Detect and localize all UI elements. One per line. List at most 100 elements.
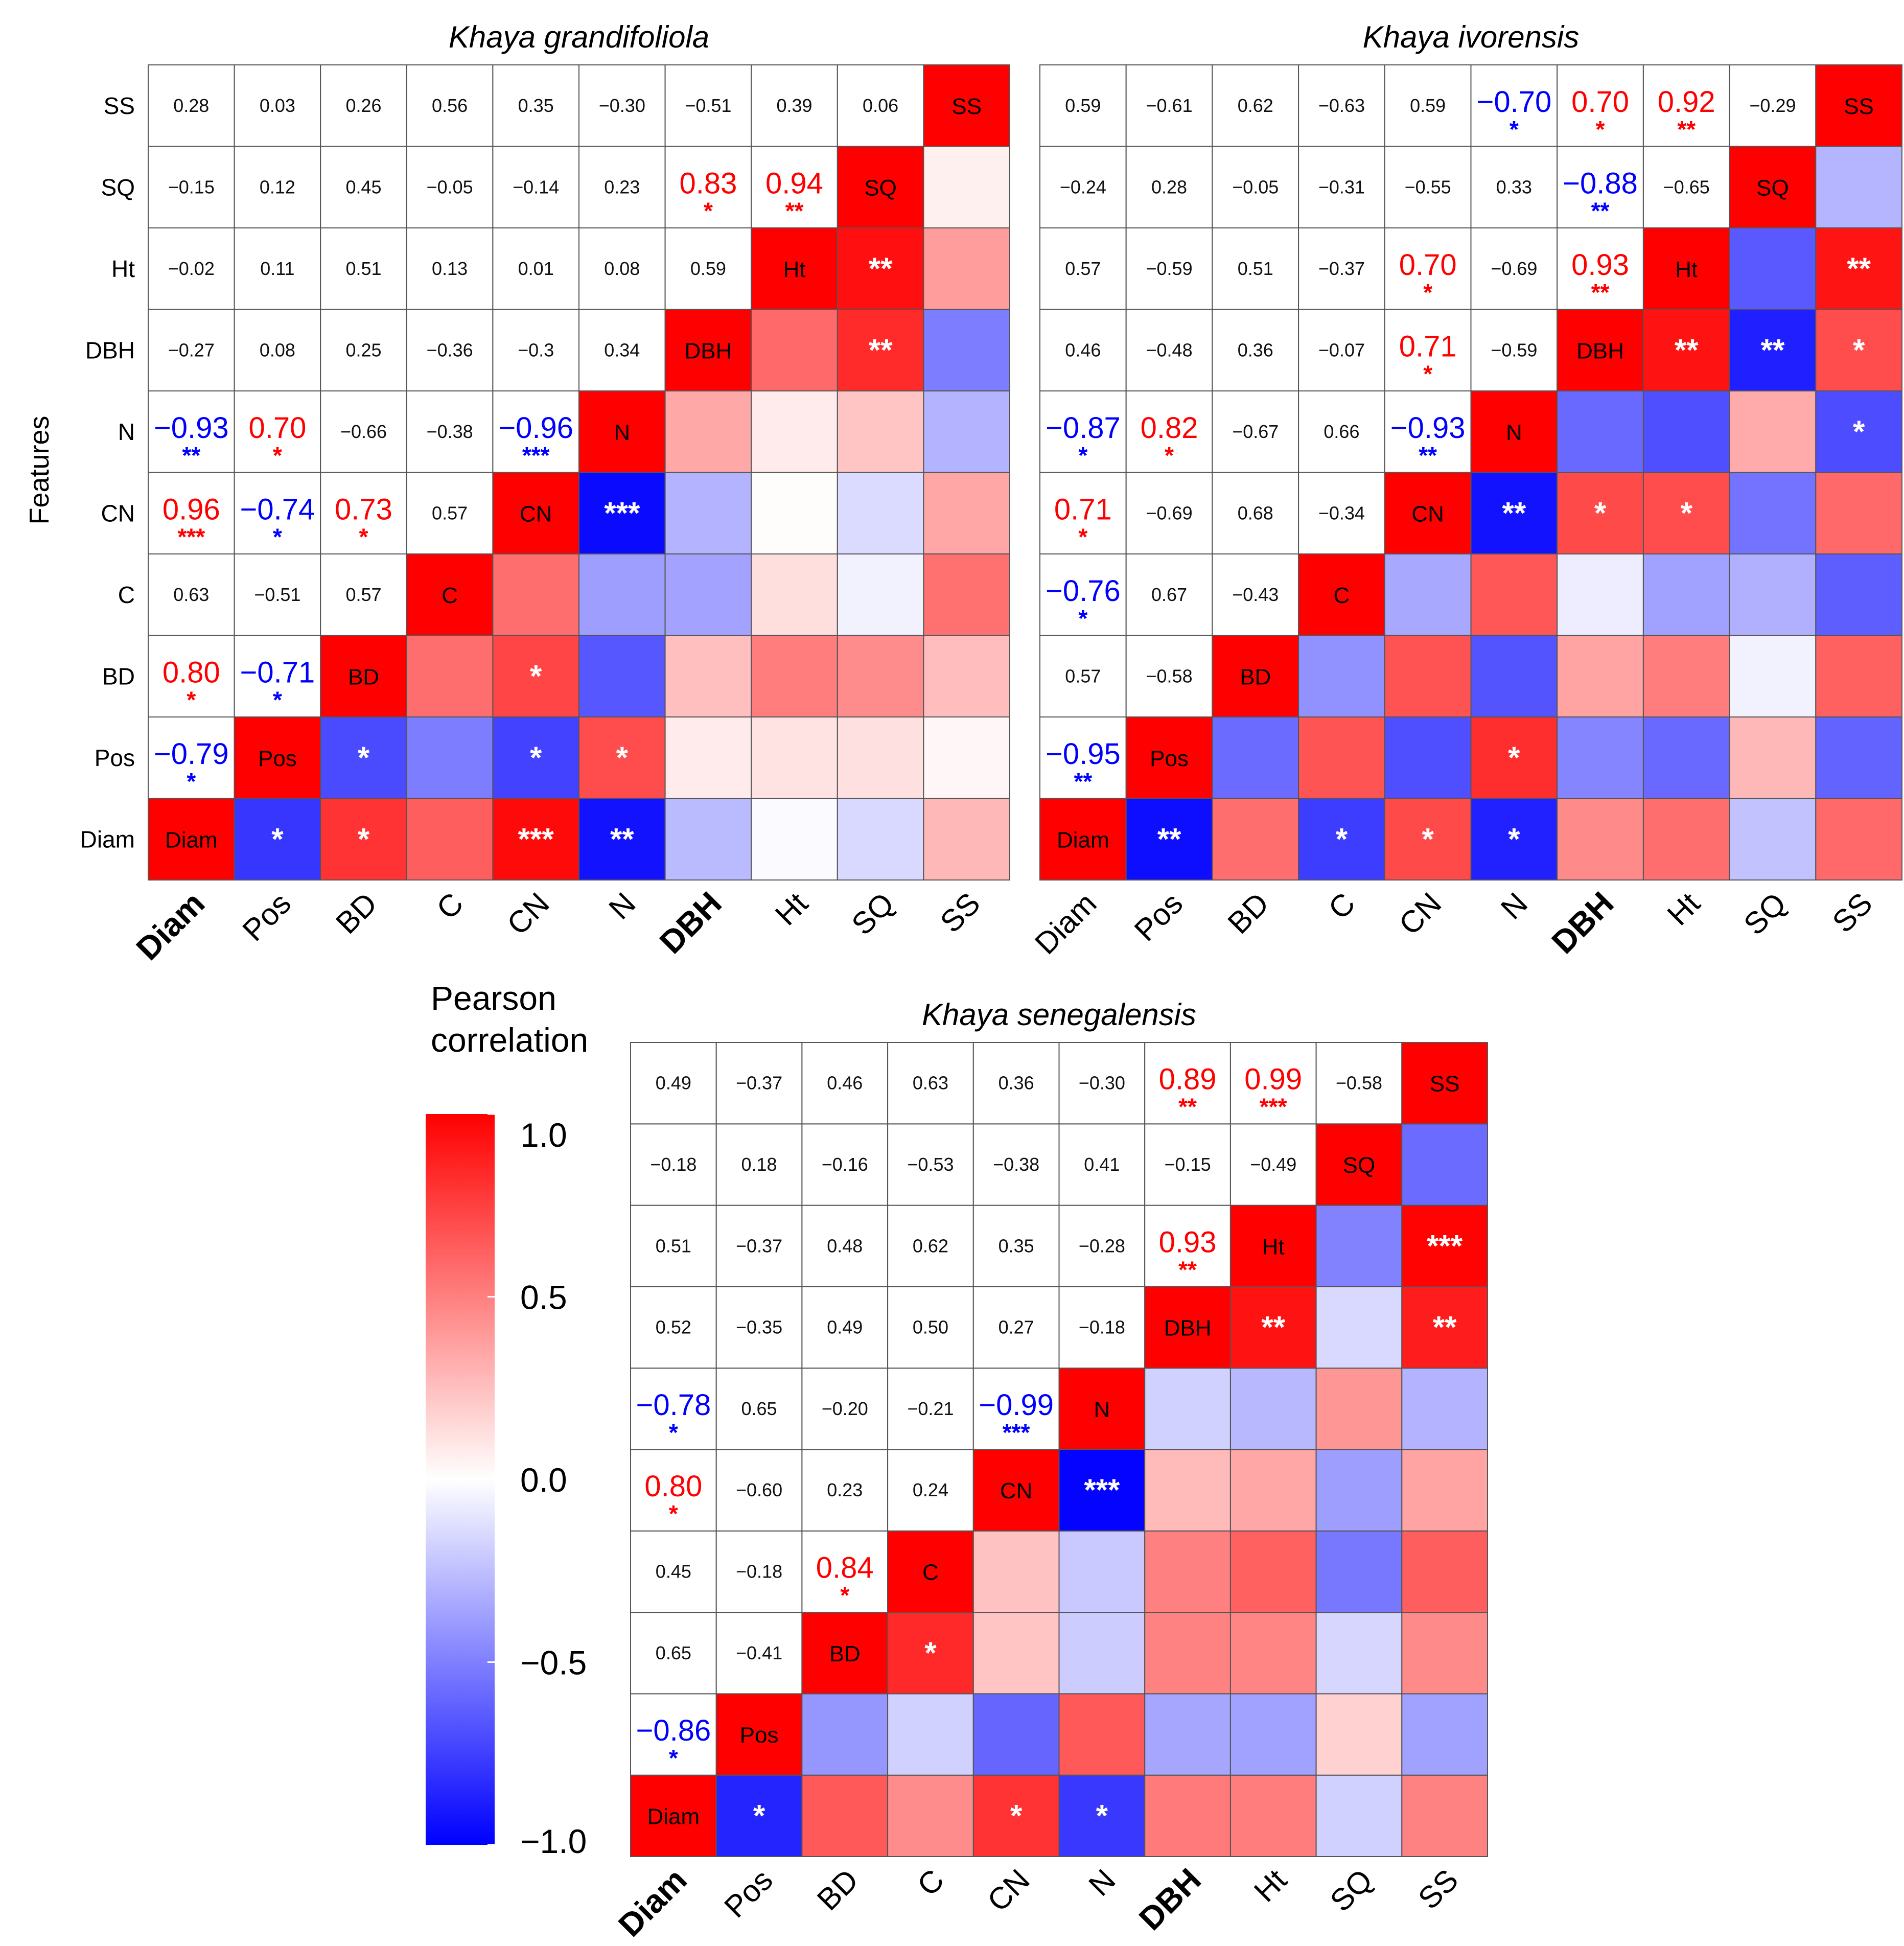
- correlation-value: 0.70: [1399, 248, 1457, 282]
- correlation-value: −0.15: [1165, 1154, 1211, 1175]
- significance-stars: *: [753, 1798, 765, 1833]
- correlation-value: 0.57: [345, 584, 381, 605]
- heatmap-cell: [1315, 1774, 1403, 1857]
- heatmap-cell: [234, 798, 321, 881]
- correlation-value: −0.67: [1232, 421, 1279, 442]
- diagonal-label: Diam: [647, 1804, 700, 1829]
- heatmap-cell: [1058, 1449, 1146, 1532]
- row-label: SQ: [101, 174, 135, 200]
- significance-stars: ***: [1427, 1229, 1463, 1263]
- diagonal-label: Diam: [1057, 827, 1109, 852]
- correlation-value: −0.38: [993, 1154, 1039, 1175]
- correlation-value: −0.71: [240, 656, 315, 689]
- heatmap-cell: [1212, 309, 1299, 391]
- significance-stars: *: [704, 197, 713, 224]
- heatmap-cell: [1298, 309, 1385, 391]
- heatmap-cell: [837, 635, 924, 717]
- significance-stars: ***: [518, 822, 554, 856]
- significance-stars: **: [869, 251, 893, 286]
- colorbar-tick-label: −0.5: [520, 1644, 587, 1682]
- heatmap-cell: [492, 64, 580, 147]
- correlation-value: 0.01: [518, 258, 554, 279]
- heatmap-cell: [1125, 309, 1213, 391]
- heatmap-cell: [715, 1530, 803, 1613]
- heatmap-cell: [751, 472, 838, 554]
- diagonal-label: N: [614, 420, 630, 445]
- significance-stars: **: [1419, 442, 1437, 469]
- correlation-value: 0.26: [345, 95, 381, 116]
- significance-stars: *: [273, 523, 282, 550]
- heatmap-cell: [1212, 390, 1299, 473]
- correlation-value: −0.93: [154, 411, 229, 445]
- heatmap-cell: [751, 64, 838, 147]
- heatmap-cell: [887, 1449, 974, 1532]
- heatmap-cell: [1401, 1612, 1489, 1695]
- heatmap-cell: [1229, 1286, 1317, 1369]
- correlation-value: −0.70: [1476, 85, 1551, 119]
- correlation-value: 0.50: [913, 1317, 948, 1338]
- heatmap-cell: [923, 146, 1011, 228]
- heatmap-cell: [1557, 146, 1644, 228]
- heatmap-cell: [751, 390, 838, 473]
- heatmap-cell: [923, 553, 1011, 636]
- column-label: SQ: [845, 886, 901, 942]
- correlation-value: −0.78: [636, 1388, 711, 1422]
- significance-stars: *: [924, 1636, 937, 1670]
- correlation-value: −0.3: [518, 339, 554, 360]
- correlation-value: 0.71: [1399, 330, 1457, 363]
- heatmap-cell: [664, 472, 752, 554]
- heatmap-cell: [715, 1042, 803, 1125]
- correlation-value: −0.02: [168, 258, 215, 279]
- significance-stars: ***: [1260, 1094, 1287, 1120]
- heatmap-cell: [1039, 64, 1127, 147]
- correlation-value: −0.74: [240, 493, 315, 526]
- row-label: N: [118, 419, 135, 445]
- heatmap-cell: [751, 635, 838, 717]
- significance-stars: *: [616, 740, 629, 775]
- correlation-value: −0.65: [1663, 176, 1710, 197]
- correlation-value: 0.49: [827, 1317, 863, 1338]
- significance-stars: **: [1502, 496, 1526, 530]
- heatmap-cell: [1384, 716, 1472, 799]
- heatmap-cell: [923, 309, 1011, 391]
- diagonal-label: Ht: [1262, 1234, 1285, 1259]
- heatmap-cell: [887, 1368, 974, 1450]
- heatmap-cell: [715, 1368, 803, 1450]
- diagonal-label: DBH: [1164, 1316, 1212, 1341]
- column-label: Pos: [236, 886, 297, 947]
- significance-stars: *: [1594, 496, 1607, 530]
- panel-title: Khaya ivorensis: [1363, 20, 1580, 54]
- row-label: C: [118, 582, 135, 608]
- column-label: DBH: [1544, 885, 1620, 961]
- heatmap-cell: [801, 1774, 889, 1857]
- significance-stars: *: [1078, 442, 1087, 469]
- heatmap-cell: [1125, 635, 1213, 717]
- significance-stars: **: [1157, 822, 1181, 856]
- correlation-value: −0.21: [907, 1398, 954, 1419]
- heatmap-cell: [1384, 64, 1472, 147]
- heatmap-cell: [972, 1612, 1060, 1695]
- heatmap-cell: [1144, 1612, 1231, 1695]
- heatmap-cell: [1642, 472, 1730, 554]
- correlation-value: 0.49: [656, 1073, 691, 1094]
- column-label: BD: [329, 886, 383, 940]
- correlation-value: 0.23: [827, 1479, 863, 1500]
- heatmap-cell: [1298, 716, 1385, 799]
- heatmap-cell: [1642, 390, 1730, 473]
- significance-stars: **: [610, 822, 634, 856]
- column-label: Pos: [1128, 886, 1189, 947]
- heatmap-cell: [1557, 553, 1644, 636]
- heatmap-cell: [1470, 472, 1558, 554]
- heatmap-cell: [492, 553, 580, 636]
- significance-stars: *: [1078, 523, 1087, 550]
- heatmap-cell: [1642, 553, 1730, 636]
- heatmap-cell: [406, 309, 494, 391]
- correlation-value: 0.11: [260, 258, 294, 279]
- heatmap-cell: [923, 635, 1011, 717]
- heatmap-cell: [715, 1449, 803, 1532]
- correlation-value: 0.13: [432, 258, 468, 279]
- heatmap-cell: [1557, 798, 1644, 881]
- correlation-value: 0.59: [1410, 95, 1446, 116]
- correlation-value: 0.70: [1571, 85, 1629, 119]
